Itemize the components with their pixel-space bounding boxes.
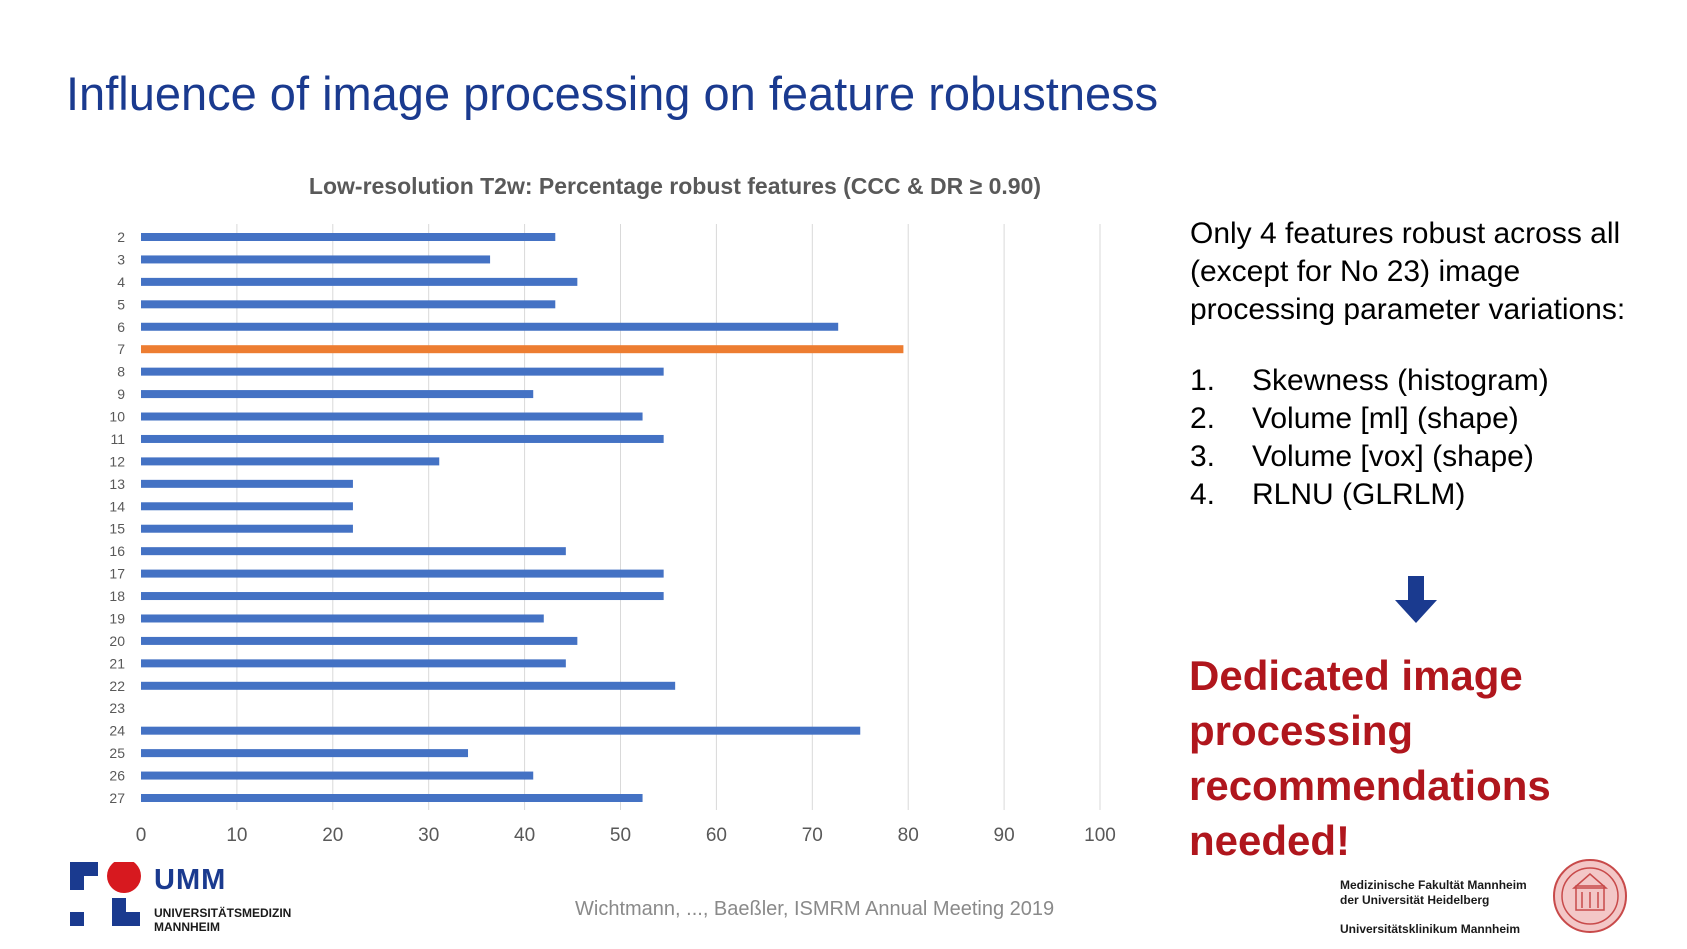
bar-feature-25	[141, 749, 469, 758]
bar-feature-14	[141, 502, 353, 511]
y-category-label: 25	[109, 745, 125, 761]
bar-feature-15	[141, 524, 353, 533]
faculty-line2: der Universität Heidelberg	[1340, 893, 1490, 907]
y-category-label: 8	[117, 364, 125, 380]
x-tick-label: 40	[514, 825, 535, 846]
y-category-label: 18	[109, 588, 125, 604]
bar-feature-3	[141, 255, 491, 264]
faculty-name: Medizinische Fakultät Mannheim der Unive…	[1340, 878, 1527, 908]
bar-feature-24	[141, 726, 861, 735]
x-tick-label: 100	[1084, 825, 1116, 846]
faculty-line1: Medizinische Fakultät Mannheim	[1340, 878, 1527, 892]
y-category-label: 20	[109, 633, 125, 649]
y-category-label: 9	[117, 386, 125, 402]
x-tick-label: 50	[610, 825, 631, 846]
arrow-down-icon	[1395, 576, 1437, 629]
x-tick-label: 10	[226, 825, 247, 846]
bar-feature-10	[141, 412, 643, 421]
umm-subtitle-line2: MANNHEIM	[154, 920, 220, 934]
klinikum-name: Universitätsklinikum Mannheim	[1340, 922, 1521, 936]
x-tick-label: 70	[802, 825, 823, 846]
x-tick-label: 30	[418, 825, 439, 846]
list-item: 1. Skewness (histogram)	[1190, 362, 1670, 400]
y-category-label: 22	[109, 678, 125, 694]
summary-intro: Only 4 features robust across all (excep…	[1190, 217, 1626, 326]
y-category-label: 11	[110, 431, 125, 447]
list-item: 3. Volume [vox] (shape)	[1190, 438, 1670, 476]
y-category-label: 10	[109, 409, 125, 425]
y-category-label: 26	[109, 768, 125, 784]
bar-feature-6	[141, 322, 839, 331]
slide-title: Influence of image processing on feature…	[66, 67, 1159, 120]
umm-logo-subtitle: UNIVERSITÄTSMEDIZIN MANNHEIM	[154, 906, 291, 934]
chart-title: Low-resolution T2w: Percentage robust fe…	[309, 173, 1041, 199]
citation: Wichtmann, ..., Baeßler, ISMRM Annual Me…	[575, 898, 1055, 920]
conclusion-text: Dedicated image processing recommendatio…	[1189, 652, 1551, 864]
y-category-label: 5	[117, 296, 125, 312]
bar-feature-19	[141, 614, 544, 623]
x-tick-label: 60	[706, 825, 727, 846]
bar-feature-8	[141, 367, 664, 376]
list-item-label: Skewness (histogram)	[1252, 364, 1549, 397]
bar-feature-7	[141, 345, 904, 354]
university-seal-icon	[1552, 858, 1628, 939]
x-tick-label: 20	[322, 825, 343, 846]
y-category-label: 14	[109, 498, 125, 514]
y-category-label: 23	[109, 700, 125, 716]
bar-feature-27	[141, 794, 643, 802]
list-item-label: Volume [vox] (shape)	[1252, 440, 1534, 473]
x-tick-label: 80	[898, 825, 919, 846]
bar-feature-5	[141, 300, 556, 309]
bar-feature-4	[141, 277, 578, 286]
bar-feature-20	[141, 636, 578, 645]
y-category-label: 13	[109, 476, 125, 492]
list-item-number: 3.	[1190, 440, 1216, 473]
summary-panel: Only 4 features robust across all (excep…	[1190, 215, 1670, 514]
y-category-label: 17	[109, 566, 125, 582]
bar-feature-13	[141, 479, 353, 488]
bar-feature-16	[141, 547, 566, 556]
bar-feature-9	[141, 390, 534, 399]
umm-subtitle-line1: UNIVERSITÄTSMEDIZIN	[154, 906, 292, 920]
umm-logo-icon	[70, 859, 150, 937]
y-category-label: 16	[109, 543, 125, 559]
y-category-label: 19	[109, 610, 125, 626]
y-category-label: 2	[117, 229, 125, 245]
y-category-label: 24	[109, 723, 125, 739]
y-category-label: 6	[117, 319, 125, 335]
robust-feature-list: 1. Skewness (histogram) 2. Volume [ml] (…	[1190, 362, 1670, 514]
list-item-label: Volume [ml] (shape)	[1252, 402, 1519, 435]
list-item: 2. Volume [ml] (shape)	[1190, 400, 1670, 438]
list-item-label: RLNU (GLRLM)	[1252, 478, 1466, 511]
x-tick-label: 90	[994, 825, 1015, 846]
bar-feature-11	[141, 434, 664, 443]
y-category-label: 7	[117, 341, 125, 357]
bar-feature-18	[141, 592, 664, 601]
list-item-number: 2.	[1190, 402, 1216, 435]
list-item: 4. RLNU (GLRLM)	[1190, 476, 1670, 514]
y-category-label: 15	[109, 521, 125, 537]
umm-logo-text: UMM	[154, 864, 227, 896]
bar-feature-17	[141, 569, 664, 578]
y-category-label: 21	[109, 655, 125, 671]
y-category-label: 4	[117, 274, 125, 290]
bar-feature-21	[141, 659, 566, 668]
bar-feature-2	[141, 233, 556, 241]
y-category-label: 12	[109, 453, 125, 469]
y-category-label: 3	[117, 251, 125, 267]
bar-feature-22	[141, 681, 676, 690]
bar-feature-26	[141, 771, 534, 780]
list-item-number: 1.	[1190, 364, 1216, 397]
y-category-label: 27	[109, 790, 125, 806]
list-item-number: 4.	[1190, 478, 1216, 511]
x-tick-label: 0	[136, 825, 147, 846]
bar-feature-12	[141, 457, 440, 466]
